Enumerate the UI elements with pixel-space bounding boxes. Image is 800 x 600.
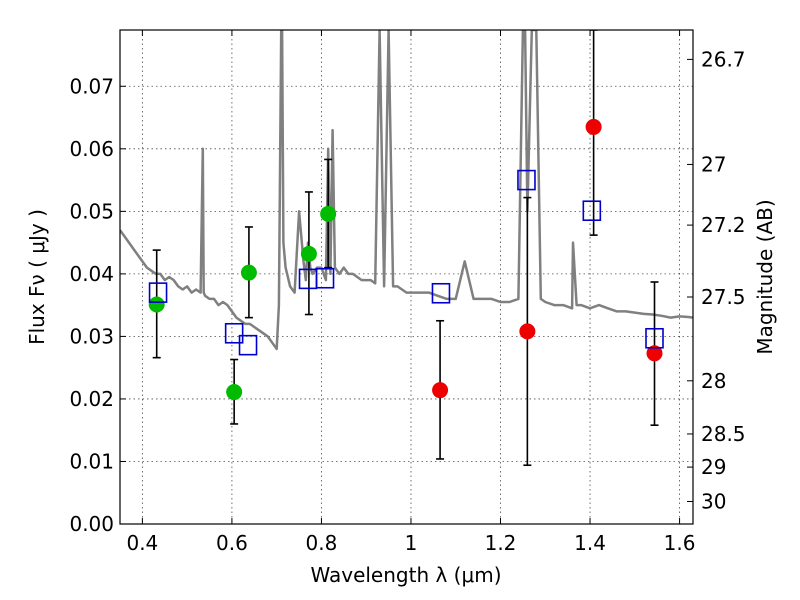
- right-tick-label: 27.2: [701, 213, 746, 237]
- right-tick-label: 28.5: [701, 422, 746, 446]
- right-tick-label: 27.5: [701, 285, 746, 309]
- y-tick-label: 0.07: [69, 74, 114, 98]
- spectrum-line: [120, 30, 693, 351]
- x-axis-label: Wavelength λ (μm): [310, 563, 501, 587]
- right-tick-label: 29: [701, 455, 726, 479]
- data-point: [320, 205, 337, 222]
- right-tick-label: 28: [701, 369, 726, 393]
- x-tick-label: 1.4: [574, 531, 606, 555]
- x-tick-label: 0.6: [216, 531, 248, 555]
- y-axis-label: Flux Fν ( μJy ): [25, 209, 49, 345]
- data-point: [240, 264, 257, 281]
- y-tick-label: 0.05: [69, 199, 114, 223]
- y-tick-label: 0.03: [69, 324, 114, 348]
- errorbar-layer: [152, 30, 659, 467]
- y-tick-label: 0.04: [69, 262, 114, 286]
- y-axis-right: 26.7 27 27.2 27.5 28 28.5 29 30: [687, 47, 746, 513]
- plot-frame: [119, 29, 694, 525]
- spectrum-layer: [120, 30, 693, 351]
- y-tick-label: 0.06: [69, 137, 114, 161]
- x-tick-label: 0.4: [126, 531, 158, 555]
- x-tick-label: 1.6: [664, 531, 696, 555]
- y-tick-label: 0.01: [69, 449, 114, 473]
- right-tick-label: 26.7: [701, 47, 746, 71]
- model-square: [224, 322, 244, 344]
- data-point: [148, 296, 165, 313]
- right-tick-label: 30: [701, 489, 726, 513]
- x-tick-label: 0.8: [306, 531, 338, 555]
- right-tick-label: 27: [701, 152, 726, 176]
- data-point: [226, 384, 243, 401]
- marker-layer: [148, 118, 664, 401]
- data-point: [519, 323, 536, 340]
- model-square: [645, 327, 664, 349]
- model-square: [148, 282, 168, 303]
- y-axis-right-label: Magnitude (AB): [753, 199, 777, 354]
- grid: [120, 30, 693, 524]
- data-point: [432, 382, 449, 399]
- model-square: [315, 267, 335, 289]
- x-tick-label: 1: [405, 531, 418, 555]
- data-point: [300, 245, 317, 262]
- y-tick-label: 0.00: [69, 512, 114, 536]
- x-tick-label: 1.2: [485, 531, 517, 555]
- x-axis: 0.4 0.6 0.8 1 1.2 1.4 1.6: [126, 30, 695, 555]
- model-square: [582, 200, 602, 222]
- model-square: [431, 282, 451, 304]
- model-square: [517, 169, 536, 191]
- model-square: [238, 334, 258, 356]
- y-tick-label: 0.02: [69, 387, 114, 411]
- data-point: [646, 345, 663, 362]
- y-axis-left: 0.00 0.01 0.02 0.03 0.04 0.05 0.06 0.07: [69, 74, 126, 536]
- data-point: [585, 118, 602, 135]
